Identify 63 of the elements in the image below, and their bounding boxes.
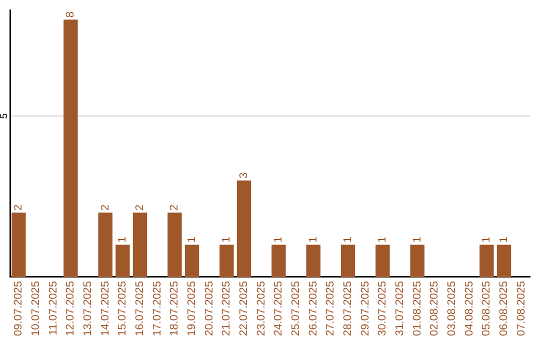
x-tick-label: 28.07.2025 <box>342 280 354 336</box>
x-tick-label: 09.07.2025 <box>12 280 25 336</box>
x-tick-label: 22.07.2025 <box>238 280 250 336</box>
x-tick-label: 21.07.2025 <box>220 280 233 336</box>
data-label: 2 <box>99 204 112 211</box>
x-tick-label: 26.07.2025 <box>307 280 320 336</box>
x-tick-label: 01.08.2025 <box>411 280 424 336</box>
x-tick-label: 23.07.2025 <box>255 280 268 336</box>
x-tick-label: 07.08.2025 <box>515 280 528 336</box>
bar <box>272 244 286 277</box>
bar <box>12 212 26 277</box>
bar <box>236 180 252 277</box>
data-label: 1 <box>307 236 320 243</box>
bar <box>480 244 494 277</box>
data-label: 3 <box>238 172 250 178</box>
bar <box>306 244 320 277</box>
data-label: 1 <box>220 236 233 243</box>
x-tick-label: 15.07.2025 <box>116 280 129 336</box>
bar <box>376 244 390 277</box>
data-label: 2 <box>12 204 25 211</box>
x-tick-label: 11.07.2025 <box>47 280 60 336</box>
x-tick-label: 17.07.2025 <box>151 280 164 336</box>
bar <box>410 244 424 277</box>
x-tick-label: 20.07.2025 <box>203 280 216 336</box>
data-label: 2 <box>168 204 181 211</box>
x-tick-label: 10.07.2025 <box>30 280 42 336</box>
x-tick-label: 30.07.2025 <box>376 280 389 336</box>
bar <box>184 244 200 277</box>
bar <box>64 20 78 277</box>
y-tick-label: 5 <box>0 112 10 119</box>
data-label: 1 <box>186 236 198 243</box>
bar <box>116 244 130 277</box>
x-tick-label: 16.07.2025 <box>134 280 146 336</box>
x-tick-label: 29.07.2025 <box>359 280 372 336</box>
data-label: 1 <box>116 236 129 243</box>
x-tick-label: 24.07.2025 <box>272 280 285 336</box>
data-label: 1 <box>411 236 424 243</box>
x-tick-label: 18.07.2025 <box>168 280 181 336</box>
data-label: 1 <box>272 236 285 243</box>
bar <box>220 244 234 277</box>
x-tick-label: 02.08.2025 <box>428 280 441 336</box>
bar <box>496 244 512 277</box>
x-tick-label: 05.08.2025 <box>480 280 493 336</box>
bar <box>340 244 356 277</box>
data-label: 8 <box>64 12 77 18</box>
bar <box>168 212 182 277</box>
data-label: 1 <box>342 236 354 243</box>
data-label: 1 <box>376 236 389 243</box>
x-tick-label: 12.07.2025 <box>64 280 77 336</box>
x-tick-label: 14.07.2025 <box>99 280 112 336</box>
x-tick-label: 04.08.2025 <box>463 280 476 336</box>
x-tick-label: 03.08.2025 <box>446 280 458 336</box>
data-label: 1 <box>498 236 510 243</box>
x-tick-label: 13.07.2025 <box>82 280 94 336</box>
x-tick-label: 19.07.2025 <box>186 280 198 336</box>
x-tick-label: 25.07.2025 <box>290 280 302 336</box>
bar <box>132 212 148 277</box>
data-label: 1 <box>480 236 493 243</box>
data-label: 2 <box>134 204 146 211</box>
x-tick-label: 06.08.2025 <box>498 280 510 336</box>
x-tick-label: 27.07.2025 <box>324 280 337 336</box>
x-tick-label: 31.07.2025 <box>394 280 406 336</box>
bar <box>98 212 112 277</box>
